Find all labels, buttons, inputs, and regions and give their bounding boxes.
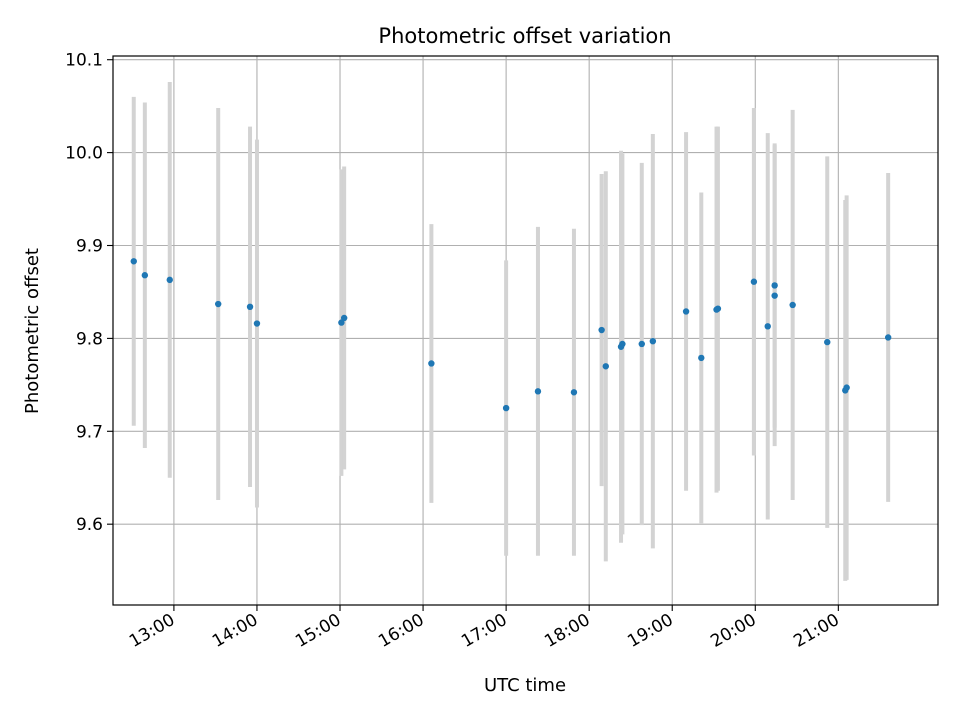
data-point: [338, 319, 345, 326]
x-axis-label: UTC time: [484, 675, 566, 696]
data-point: [824, 338, 831, 346]
y-tick-label: 9.9: [76, 237, 103, 257]
data-point: [534, 388, 542, 395]
x-tick-label: 14:00: [209, 610, 261, 652]
x-tick-label: 18:00: [541, 610, 593, 652]
x-tick-label: 20:00: [707, 610, 759, 652]
data-point: [598, 326, 605, 334]
data-points: [130, 258, 892, 412]
data-point: [246, 303, 254, 311]
data-point: [750, 278, 758, 285]
data-point: [130, 258, 137, 265]
x-tick-label: 13:00: [126, 610, 178, 652]
data-point: [602, 363, 609, 370]
x-tick-label: 17:00: [458, 610, 510, 652]
data-point: [215, 300, 222, 308]
y-tick-label: 9.6: [76, 515, 103, 535]
x-tick-label: 15:00: [292, 610, 344, 652]
data-point: [253, 320, 261, 327]
data-point: [619, 340, 626, 348]
data-point: [843, 384, 850, 391]
y-tick-label: 9.7: [76, 422, 103, 442]
data-point: [166, 276, 173, 284]
data-point: [771, 282, 778, 289]
y-tick-label: 9.8: [76, 329, 103, 349]
data-point: [570, 389, 578, 396]
y-tick-label: 10.1: [65, 51, 103, 71]
error-bars: [131, 82, 891, 581]
x-tick-label: 16:00: [375, 610, 427, 652]
x-axis-ticks: 13:00 14:00 15:00 16:00 17:00 18:00 19:00 20:00…: [126, 605, 843, 652]
data-point: [141, 272, 149, 279]
data-point: [698, 354, 705, 362]
data-point: [649, 337, 657, 345]
data-point: [502, 404, 510, 412]
y-tick-label: 10.0: [65, 144, 103, 164]
data-point: [714, 305, 722, 312]
x-tick-label: 21:00: [790, 610, 842, 652]
data-point: [638, 340, 645, 348]
data-point: [789, 301, 796, 309]
y-axis-label: Photometric offset: [22, 248, 43, 414]
chart-title: Photometric offset variation: [378, 24, 671, 48]
plot-frame: [112, 55, 939, 606]
grid-lines: [113, 56, 938, 605]
data-point: [884, 334, 892, 341]
data-point: [764, 323, 771, 330]
data-point: [340, 314, 348, 322]
data-point: [682, 308, 690, 315]
y-axis-ticks: 9.6 9.7 9.8 9.9 10.0 10.1: [65, 51, 113, 535]
data-point: [771, 292, 778, 299]
x-tick-label: 19:00: [624, 610, 676, 652]
data-point: [428, 360, 435, 367]
